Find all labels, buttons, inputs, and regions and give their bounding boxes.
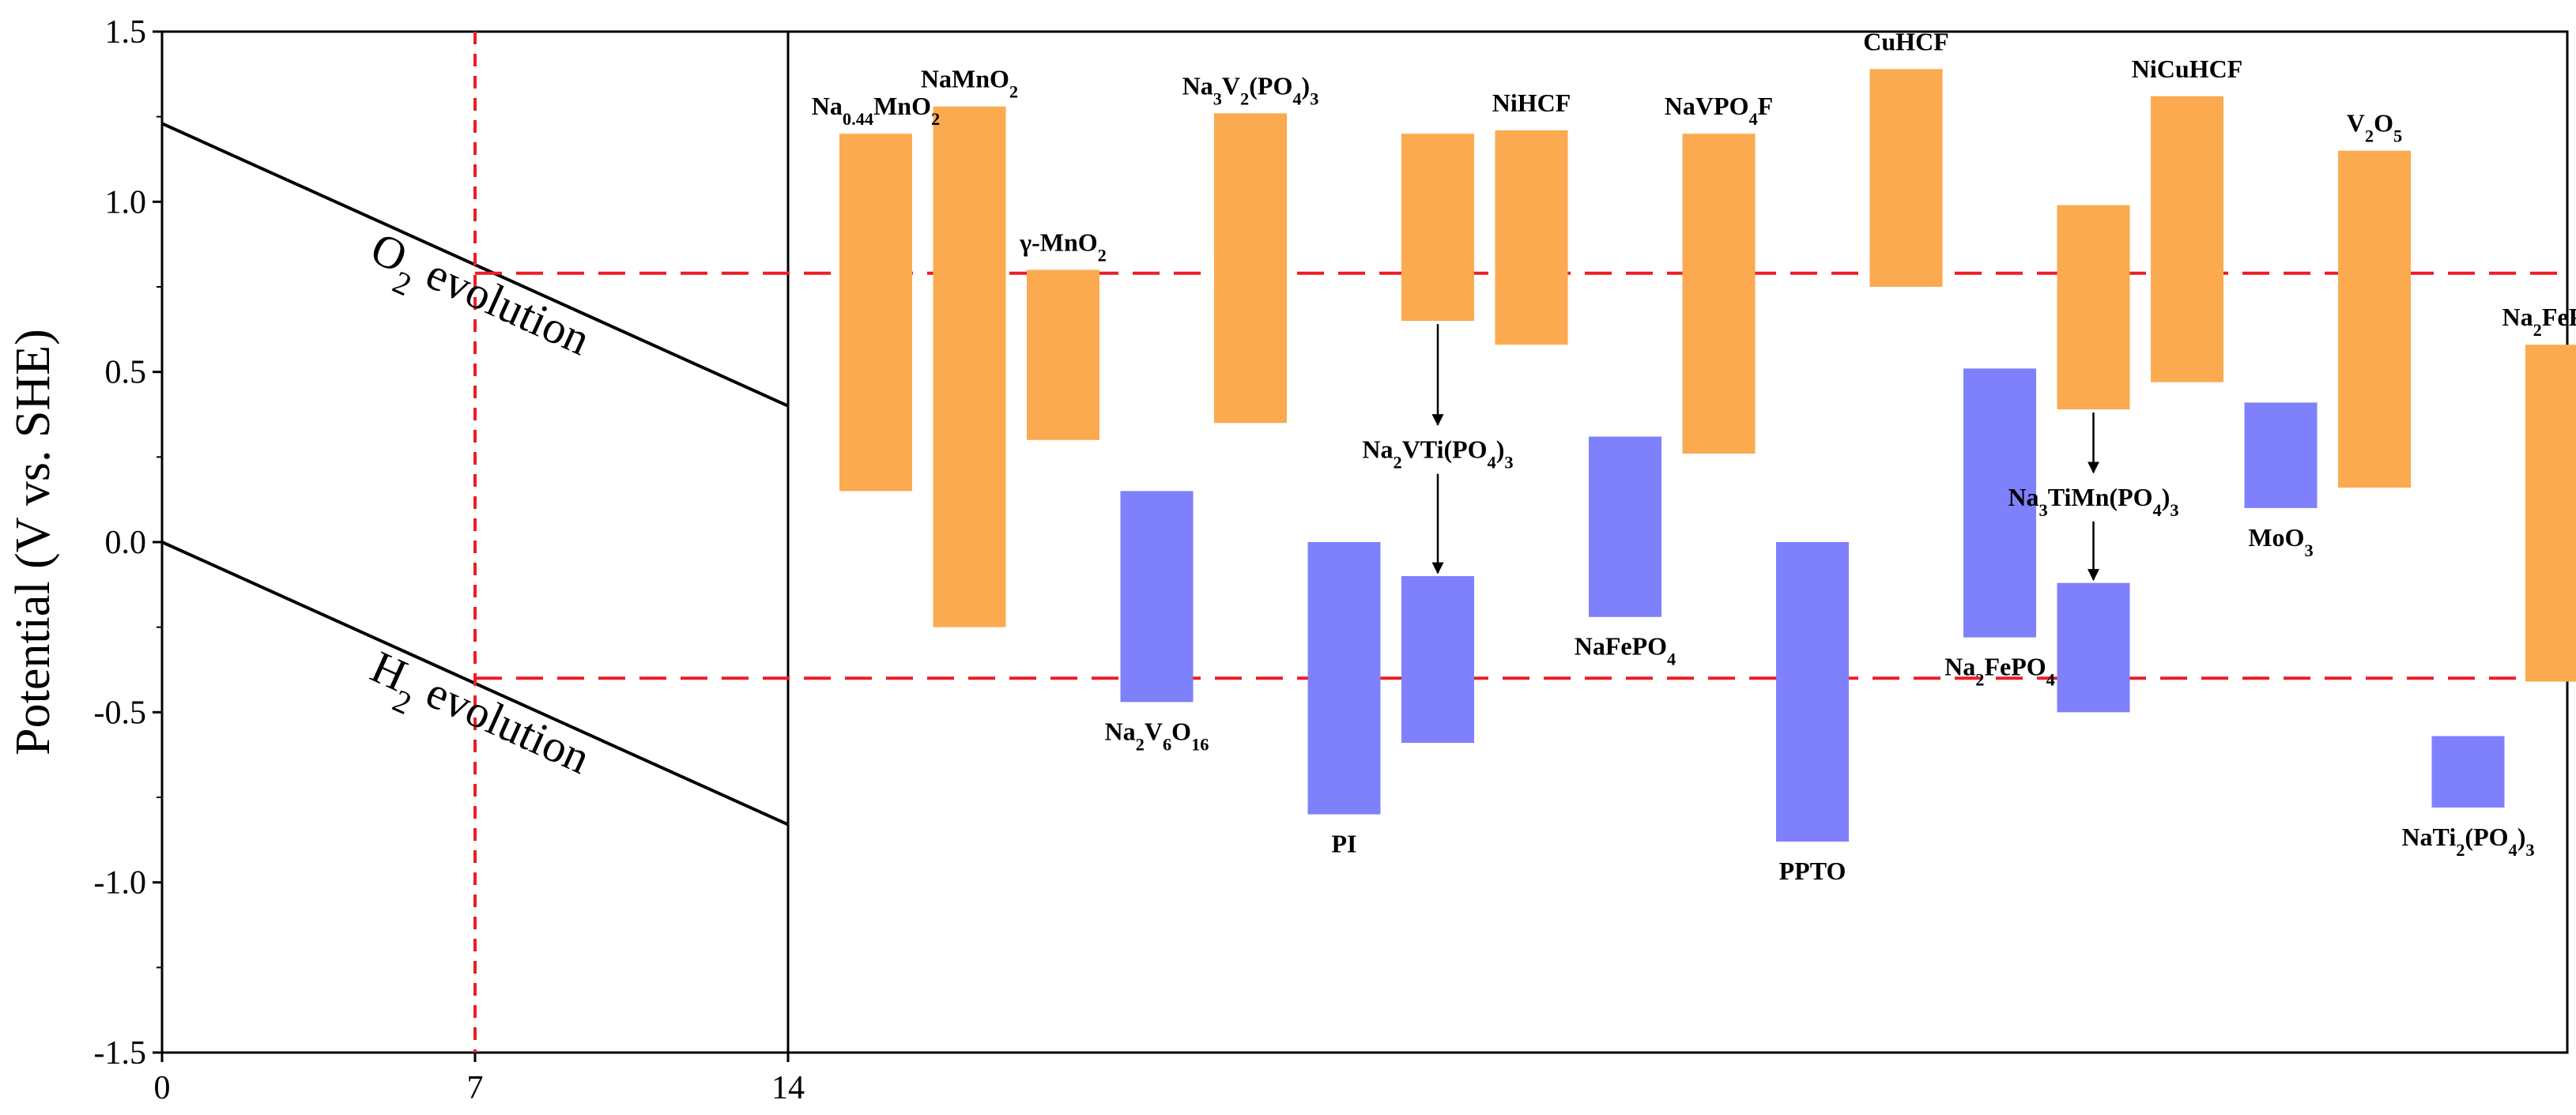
plot-area	[153, 30, 2576, 1062]
material-bar-cathode	[2338, 150, 2411, 488]
material-label: MoO3	[2248, 523, 2313, 560]
o2-evolution-label: O2 evolution	[357, 222, 598, 379]
material-bar-anode	[1307, 542, 1381, 815]
material-label: CuHCF	[1863, 27, 1948, 55]
material-bar-anode	[1589, 436, 1661, 617]
y-axis-title: Potential (V vs. SHE)	[6, 329, 60, 755]
y-tick-label: -1.5	[94, 1035, 147, 1072]
x-tick-label: 7	[467, 1070, 484, 1106]
material-bar-cathode	[839, 134, 912, 492]
material-label: Na2VTi(PO4)3	[1362, 435, 1513, 473]
material-label: Na0.44MnO2	[812, 92, 940, 129]
material-bar-cathode	[1027, 269, 1099, 440]
material-bar-anode	[1963, 368, 2036, 638]
h2-evolution-label: H2 evolution	[357, 641, 598, 797]
material-label: NiCuHCF	[2132, 55, 2242, 83]
material-label: Na2V6O16	[1105, 717, 1209, 754]
material-bar-anode	[2431, 736, 2505, 808]
y-tick-label: 0.0	[105, 525, 147, 561]
x-tick-label: 0	[154, 1070, 171, 1106]
y-tick-label: 0.5	[105, 355, 147, 391]
material-bar-cathode	[1495, 130, 1568, 345]
material-label: γ-MnO2	[1019, 228, 1107, 265]
y-tick-label: 1.5	[105, 14, 147, 51]
x-tick-label: 14	[771, 1070, 805, 1106]
y-tick-label: 1.0	[105, 184, 147, 220]
material-bar-anode	[1776, 542, 1849, 842]
material-label: PPTO	[1779, 857, 1846, 885]
material-label: NaFePO4	[1575, 632, 1676, 669]
material-bar-cathode	[1682, 134, 1756, 454]
material-bar-cathode	[1214, 113, 1287, 424]
material-label: NaVPO4F	[1665, 92, 1773, 129]
material-bar-cathode	[2151, 96, 2223, 382]
material-bar-cathode	[1869, 69, 1943, 287]
material-label: PI	[1332, 830, 1357, 858]
material-label: V2O5	[2347, 109, 2402, 146]
material-bar-anode	[1401, 576, 1474, 744]
material-bar-anode	[2057, 582, 2130, 713]
material-bar-anode	[2244, 402, 2318, 508]
y-tick-label: -1.0	[94, 865, 147, 902]
material-label: NiHCF	[1492, 89, 1571, 117]
material-bar-anode	[1120, 491, 1194, 703]
material-bar-cathode	[1401, 134, 1474, 322]
material-label: Na3TiMn(PO4)3	[2008, 483, 2178, 520]
material-bar-cathode	[933, 106, 1006, 627]
material-label: NaTi2(PO4)3	[2401, 823, 2534, 860]
material-label: Na3V2(PO4)3	[1182, 71, 1319, 108]
material-label: NaMnO2	[921, 65, 1018, 102]
y-tick-label: -0.5	[94, 695, 147, 731]
material-bar-cathode	[2057, 205, 2130, 410]
material-label: Na2FePO4	[1944, 653, 2055, 690]
material-bar-cathode	[2525, 345, 2576, 682]
material-label: Na2FeP2O7	[2502, 303, 2576, 340]
